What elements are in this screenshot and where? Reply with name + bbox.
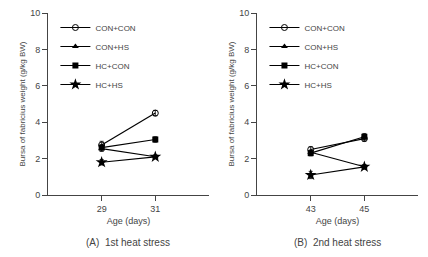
svg-text:CON+CON: CON+CON (304, 24, 344, 33)
svg-text:Bursa of fabricius weight (g/k: Bursa of fabricius weight (g/kg BW) (18, 41, 27, 166)
svg-text:8: 8 (35, 45, 40, 55)
svg-text:Age (days): Age (days) (107, 216, 151, 226)
svg-text:CON+HS: CON+HS (95, 43, 129, 52)
svg-text:6: 6 (244, 81, 249, 91)
svg-text:(B) 2nd heat stress: (B) 2nd heat stress (294, 237, 381, 248)
svg-text:CON+CON: CON+CON (95, 24, 135, 33)
svg-text:2: 2 (35, 154, 40, 164)
svg-text:29: 29 (97, 204, 107, 214)
svg-text:4: 4 (244, 117, 249, 127)
svg-text:Age (days): Age (days) (316, 216, 360, 226)
svg-text:HC+CON: HC+CON (95, 62, 129, 71)
svg-text:HC+CON: HC+CON (304, 62, 338, 71)
svg-text:0: 0 (35, 190, 40, 200)
svg-text:10: 10 (239, 8, 249, 18)
svg-text:CON+HS: CON+HS (304, 43, 338, 52)
svg-text:2: 2 (244, 154, 249, 164)
svg-text:43: 43 (306, 204, 316, 214)
svg-text:(A) 1st heat stress: (A) 1st heat stress (86, 237, 170, 248)
svg-text:0: 0 (244, 190, 249, 200)
svg-text:45: 45 (359, 204, 369, 214)
svg-text:HC+HS: HC+HS (95, 81, 122, 90)
svg-text:Bursa of fabricius weight (g/k: Bursa of fabricius weight (g/kg BW) (227, 41, 236, 166)
svg-text:4: 4 (35, 117, 40, 127)
svg-text:8: 8 (244, 45, 249, 55)
svg-text:HC+HS: HC+HS (304, 81, 331, 90)
svg-text:10: 10 (30, 8, 40, 18)
svg-text:6: 6 (35, 81, 40, 91)
svg-text:31: 31 (150, 204, 160, 214)
